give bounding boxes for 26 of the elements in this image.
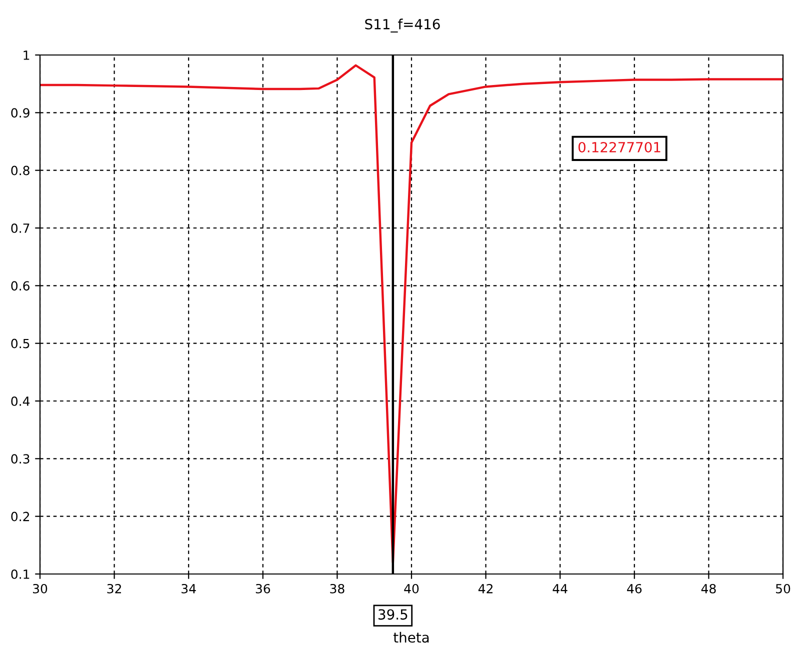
y-tick-label: 0.3	[11, 454, 30, 464]
x-tick-label: 32	[107, 584, 121, 594]
y-tick-label: 0.1	[11, 569, 30, 579]
y-tick-label: 0.6	[11, 281, 30, 291]
y-tick-label: 0.5	[11, 338, 30, 348]
x-tick-label: 48	[701, 584, 716, 594]
x-tick-label: 38	[330, 584, 344, 594]
chart-title: S11_f=416	[365, 18, 440, 32]
x-tick-label: 34	[182, 584, 196, 594]
y-tick-label: 0.4	[11, 396, 30, 406]
x-tick-label: 44	[552, 584, 568, 594]
x-tick-label: 30	[33, 584, 48, 594]
y-tick-label: 1	[24, 50, 30, 60]
y-tick-label: 0.8	[11, 166, 30, 176]
x-tick-label: 36	[256, 584, 270, 594]
ref-line-label: 39.5	[378, 609, 408, 620]
x-tick-label: 40	[404, 584, 419, 594]
x-tick-label: 46	[627, 584, 642, 594]
y-tick-label: 0.9	[11, 108, 30, 118]
x-tick-label: 50	[776, 584, 790, 594]
line-series	[40, 64, 783, 564]
x-tick-label: 42	[478, 584, 492, 594]
y-tick-label: 0.2	[11, 512, 30, 522]
y-tick-label: 0.7	[11, 223, 30, 233]
x-axis-title: theta	[394, 632, 429, 643]
annotation: 0.12277701	[578, 142, 660, 152]
